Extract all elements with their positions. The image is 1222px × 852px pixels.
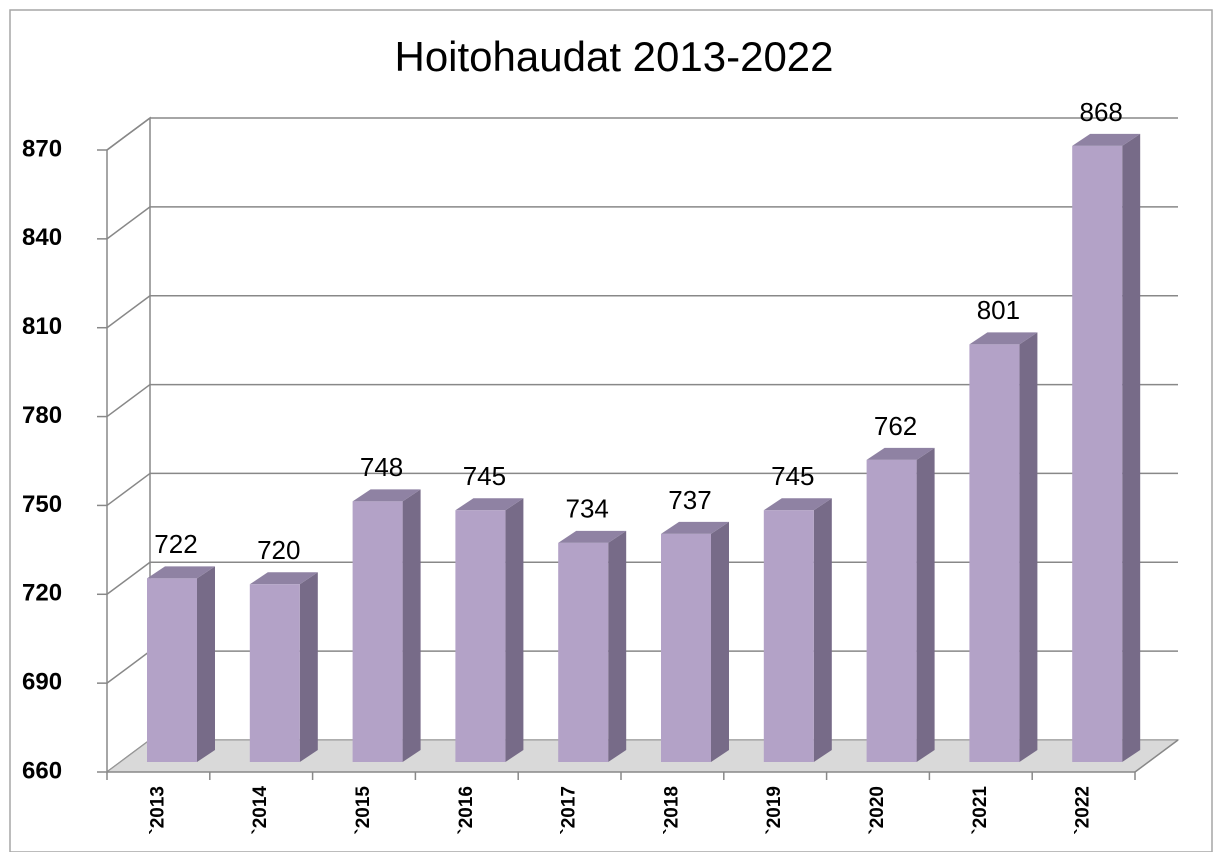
grid-line	[106, 295, 151, 329]
chart-title: Hoitohaudat 2013-2022	[394, 33, 833, 80]
x-tick-label: `2017	[559, 786, 580, 835]
data-label: 745	[771, 461, 814, 491]
bar-side	[608, 530, 627, 762]
y-tick-label: 660	[22, 757, 62, 784]
bar-top	[763, 498, 832, 511]
y-tick-label: 870	[22, 135, 62, 162]
y-tick-label: 720	[22, 580, 62, 607]
grid-line	[106, 383, 151, 418]
data-label: 748	[360, 452, 403, 482]
data-label: 801	[977, 295, 1020, 325]
bar-top	[147, 566, 215, 579]
data-label: 762	[874, 411, 917, 441]
x-tick-label: `2022	[1073, 786, 1094, 835]
y-tick-label: 690	[22, 668, 62, 695]
x-tick-label: `2020	[867, 786, 888, 835]
bar-top	[969, 332, 1038, 345]
bar-side	[1019, 332, 1038, 762]
x-tick-label: `2014	[250, 786, 271, 835]
bar-top	[455, 498, 524, 511]
grid-line	[106, 561, 151, 595]
grid-line	[106, 117, 151, 151]
x-axis-depth	[1134, 739, 1179, 773]
data-label: 734	[566, 494, 609, 524]
data-label: 868	[1080, 97, 1123, 127]
x-tick-label: `2015	[353, 786, 374, 835]
bar	[147, 578, 197, 762]
x-tick-label: `2021	[970, 786, 991, 835]
x-tick-label: `2018	[661, 786, 682, 835]
bar	[455, 510, 506, 762]
grid-line	[106, 206, 151, 240]
data-label: 745	[463, 461, 506, 491]
y-tick-label: 840	[22, 224, 62, 251]
bar	[249, 584, 300, 762]
bar	[558, 542, 609, 762]
y-tick-label: 810	[22, 313, 62, 340]
bar-top	[352, 489, 421, 502]
bar-top	[558, 530, 627, 543]
bar-side	[402, 489, 421, 762]
y-tick-label: 750	[22, 491, 62, 518]
grid-line	[106, 472, 151, 507]
bar-top	[1072, 133, 1141, 146]
bar-side	[1122, 133, 1141, 762]
bar-top	[866, 447, 935, 460]
bar	[352, 501, 403, 762]
y-tick-label: 780	[22, 402, 62, 429]
bar	[763, 510, 814, 762]
bar-side	[299, 572, 318, 762]
bar	[1072, 145, 1123, 762]
data-label: 720	[257, 535, 300, 565]
x-tick-label: `2013	[147, 786, 168, 835]
bar-side	[813, 498, 832, 762]
bar-side	[197, 566, 215, 762]
bar-top	[249, 572, 318, 585]
bar-side	[711, 521, 729, 762]
bar-side	[505, 498, 524, 762]
x-tick-label: `2019	[764, 786, 785, 835]
x-tick-label: `2016	[456, 786, 477, 835]
grid-line	[106, 650, 151, 684]
bar-side	[916, 447, 935, 762]
bar	[661, 533, 711, 762]
data-label: 722	[154, 529, 197, 559]
data-label: 737	[668, 485, 711, 515]
bar	[866, 459, 917, 762]
bar-top	[661, 521, 729, 534]
bar	[969, 344, 1020, 762]
